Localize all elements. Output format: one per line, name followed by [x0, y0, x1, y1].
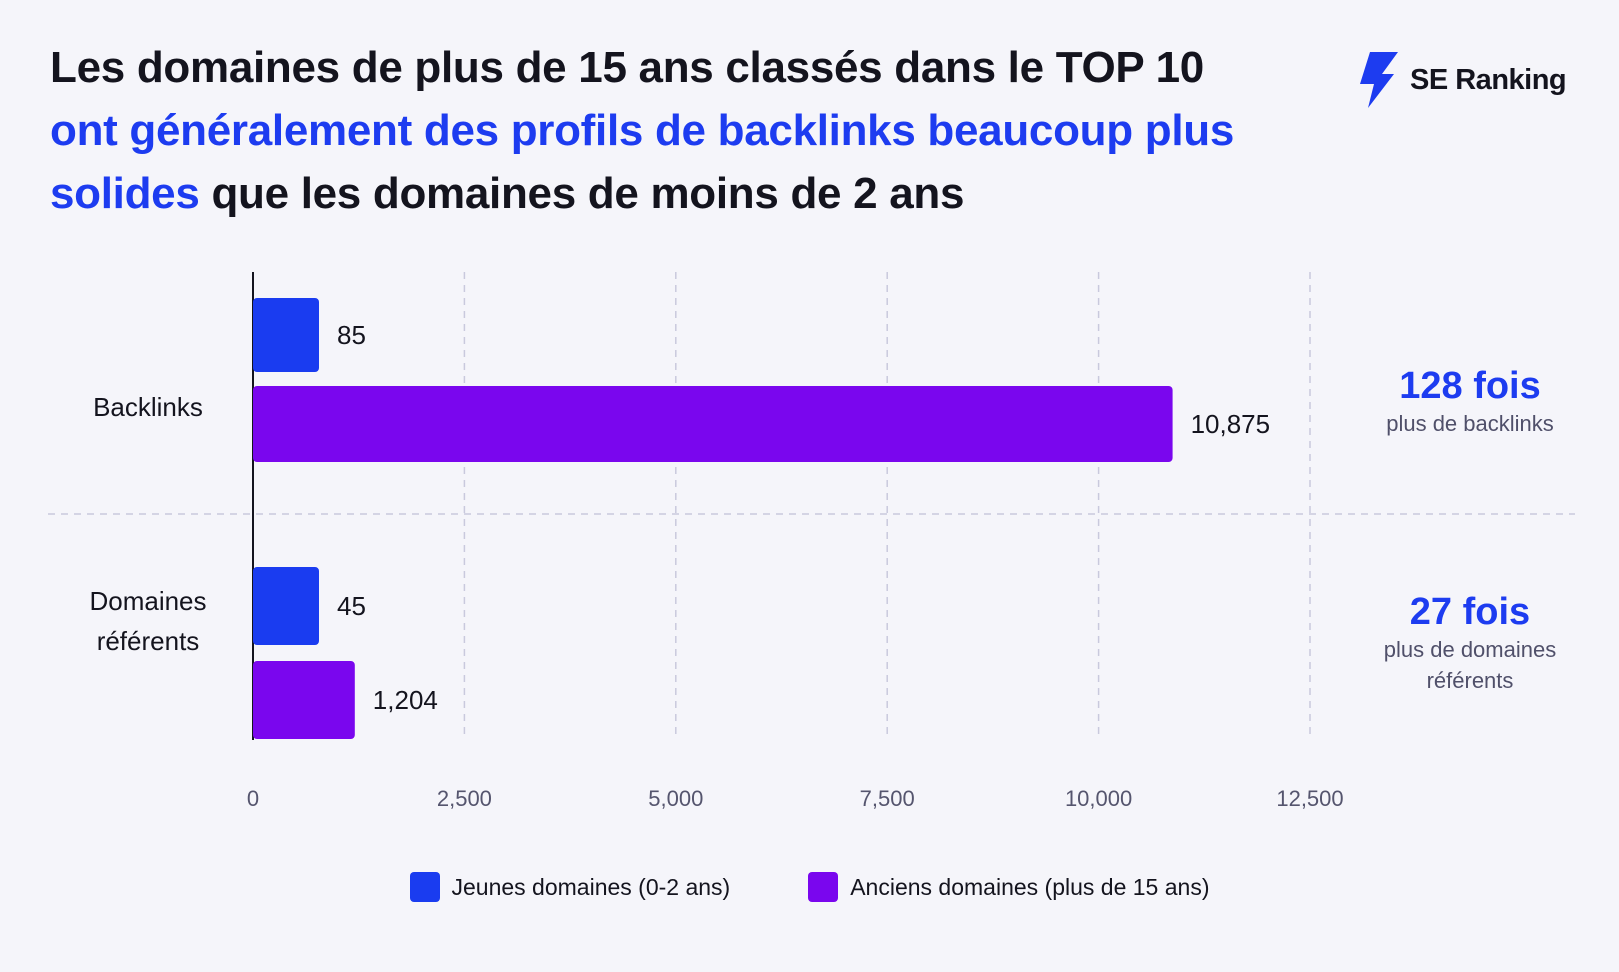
x-tick-label: 12,500	[1276, 786, 1343, 811]
chart-title: Les domaines de plus de 15 ans classés d…	[50, 36, 1290, 225]
x-tick-label: 5,000	[648, 786, 703, 811]
annotation-backlinks-value: 128 fois	[1399, 365, 1541, 407]
lightning-bolt-icon	[1360, 52, 1398, 108]
bar-value-label: 85	[337, 320, 366, 350]
bar-value-label: 45	[337, 591, 366, 621]
bar	[253, 298, 319, 372]
annotation-referring-domains: 27 fois plus de domaines référents	[1330, 590, 1610, 696]
title-part-1: Les domaines de plus de 15 ans classés d…	[50, 43, 1204, 92]
bar	[253, 661, 355, 739]
legend-label-old: Anciens domaines (plus de 15 ans)	[850, 873, 1210, 900]
legend-item-young: Jeunes domaines (0-2 ans)	[409, 872, 731, 902]
annotation-backlinks: 128 fois plus de backlinks	[1330, 364, 1610, 439]
annotation-backlinks-text: plus de backlinks	[1386, 411, 1554, 436]
x-tick-label: 2,500	[437, 786, 492, 811]
category-label: Backlinks	[93, 392, 203, 422]
annotation-referring-domains-value: 27 fois	[1409, 591, 1531, 633]
chart-legend: Jeunes domaines (0-2 ans) Anciens domain…	[0, 872, 1619, 902]
legend-label-young: Jeunes domaines (0-2 ans)	[451, 873, 731, 900]
x-tick-label: 10,000	[1065, 786, 1132, 811]
title-part-3: que les domaines de moins de 2 ans	[211, 169, 965, 218]
category-label: référents	[97, 626, 200, 656]
x-tick-label: 0	[247, 786, 259, 811]
bar	[253, 567, 319, 645]
legend-swatch-old	[808, 872, 839, 902]
bar	[253, 386, 1173, 462]
annotation-referring-domains-text: plus de domaines référents	[1383, 637, 1557, 693]
bar-value-label: 10,875	[1191, 409, 1271, 439]
legend-item-old: Anciens domaines (plus de 15 ans)	[808, 872, 1209, 902]
bar-chart: 0 2,500 5,000 7,500 10,000 12,500 Backlinks 85 1…	[48, 272, 1575, 811]
bar-value-label: 1,204	[373, 685, 438, 715]
brand-logo: SE Ranking	[1356, 52, 1567, 108]
brand-name: SE Ranking	[1410, 63, 1567, 96]
x-tick-label: 7,500	[860, 786, 915, 811]
category-label: Domaines	[89, 586, 206, 616]
title-part-2-highlight: ont généralement des profils de backlink…	[50, 106, 1235, 218]
legend-swatch-young	[409, 872, 440, 902]
